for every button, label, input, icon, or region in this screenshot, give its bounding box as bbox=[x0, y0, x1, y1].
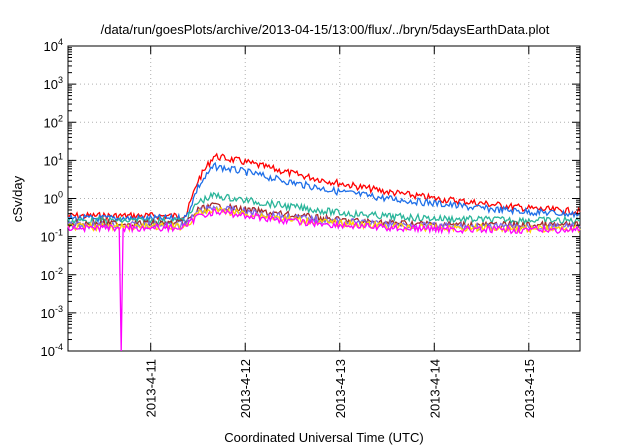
y-tick-base: 10 bbox=[44, 153, 58, 168]
x-axis-label: Coordinated Universal Time (UTC) bbox=[224, 430, 423, 445]
y-tick-label: 103 bbox=[44, 75, 63, 92]
y-tick-label: 100 bbox=[44, 190, 63, 207]
y-tick-base: 10 bbox=[41, 344, 55, 359]
y-axis-label: cSv/day bbox=[10, 175, 25, 222]
grid bbox=[68, 46, 580, 351]
x-tick-label: 2013-4-14 bbox=[427, 359, 442, 418]
y-tick-exponent: 3 bbox=[58, 75, 63, 85]
y-tick-label: 101 bbox=[44, 151, 63, 168]
y-tick-exponent: -2 bbox=[55, 266, 63, 276]
series-line-5 bbox=[67, 206, 581, 234]
y-tick-base: 10 bbox=[44, 115, 58, 130]
x-tick-label: 2013-4-11 bbox=[144, 359, 159, 417]
y-tick-exponent: 1 bbox=[58, 151, 63, 161]
y-tick-label: 102 bbox=[44, 113, 63, 130]
chart-title: /data/run/goesPlots/archive/2013-04-15/1… bbox=[101, 22, 550, 37]
y-tick-base: 10 bbox=[41, 306, 55, 321]
series-group bbox=[67, 152, 581, 352]
y-tick-base: 10 bbox=[41, 230, 55, 245]
x-tick-label: 2013-4-13 bbox=[333, 359, 348, 418]
series-line-6 bbox=[67, 208, 581, 352]
y-tick-base: 10 bbox=[41, 268, 55, 283]
y-tick-exponent: -3 bbox=[55, 304, 63, 314]
y-tick-label: 10-3 bbox=[41, 304, 63, 321]
y-tick-exponent: 0 bbox=[58, 190, 63, 200]
x-tick-label: 2013-4-15 bbox=[522, 359, 537, 418]
y-tick-exponent: 2 bbox=[58, 113, 63, 123]
x-axis: 2013-4-11 2013-4-12 2013-4-13 2013-4-14 2013… bbox=[144, 46, 537, 418]
y-tick-label: 10-2 bbox=[41, 266, 63, 283]
y-tick-exponent: 4 bbox=[58, 37, 63, 47]
y-tick-label: 10-4 bbox=[41, 342, 63, 359]
y-tick-base: 10 bbox=[44, 77, 58, 92]
y-tick-exponent: -4 bbox=[55, 342, 63, 352]
y-tick-base: 10 bbox=[44, 192, 58, 207]
y-tick-base: 10 bbox=[44, 39, 58, 54]
x-tick-label: 2013-4-12 bbox=[238, 359, 253, 418]
y-tick-label: 10-1 bbox=[41, 228, 63, 245]
series-line-1 bbox=[67, 161, 581, 224]
y-tick-exponent: -1 bbox=[55, 228, 63, 238]
y-tick-label: 104 bbox=[44, 37, 63, 54]
